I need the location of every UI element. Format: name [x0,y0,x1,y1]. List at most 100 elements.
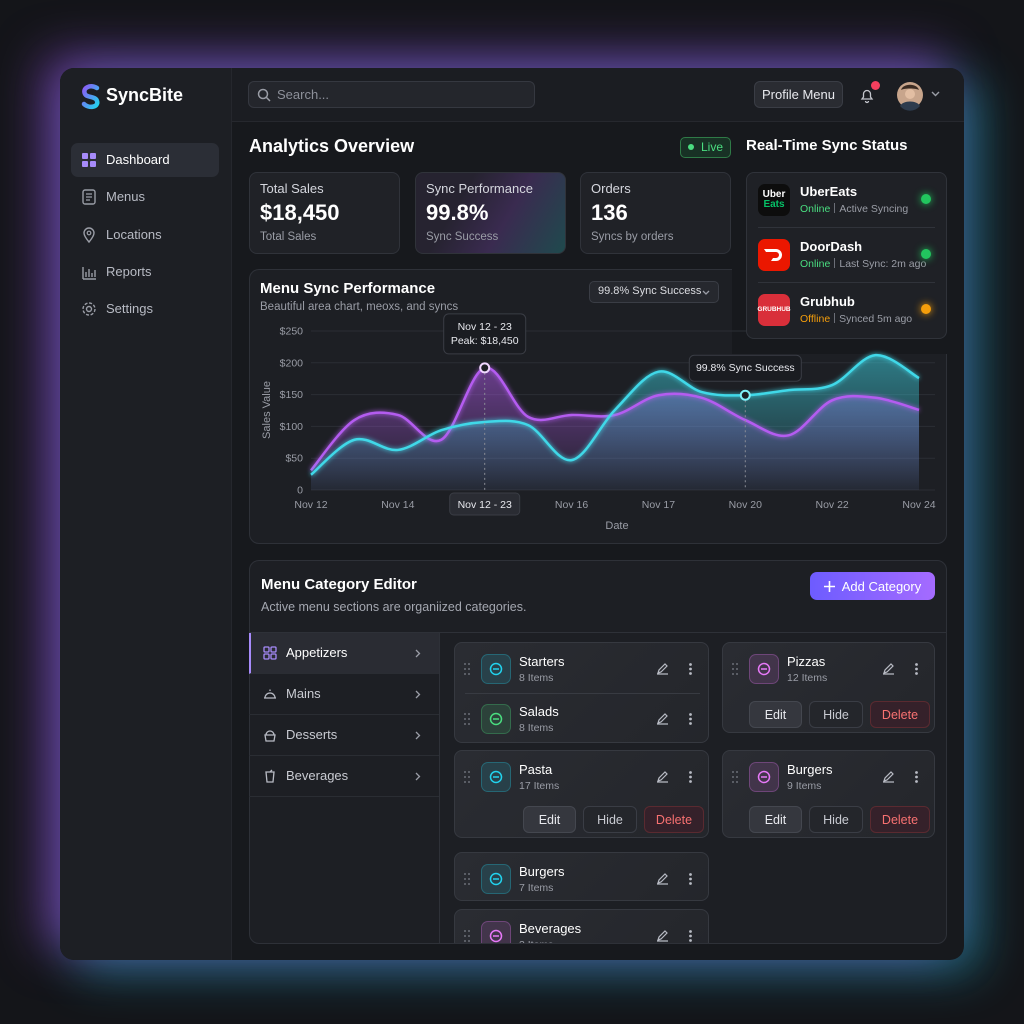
separator [834,313,836,323]
icon-part [732,668,734,670]
action-button[interactable]: Delete [870,701,930,728]
platform-status: Online Last Sync: 2m ago [800,258,926,271]
icon-part [657,873,668,885]
icon-part [689,934,692,938]
drag-handle [464,873,470,885]
icon-part [468,718,470,720]
item-icon [481,762,511,792]
drag-handle [464,663,470,675]
platform-status: Offline Synced 5m ago [800,313,912,326]
icon-part [915,663,918,675]
icon-part [702,290,710,295]
search-placeholder: Search... [277,87,330,103]
icon-part [736,776,738,778]
stat-sub: Total Sales [260,231,317,244]
stat-sub: Sync Success [426,231,499,244]
plus-icon [823,580,835,592]
icon-part [464,940,466,942]
stat-sub: Syncs by orders [591,231,674,244]
item-name: Pizzas [787,654,826,670]
platform-logo: GRUBHUB [757,294,791,326]
icon-part [270,653,277,660]
nav-icon [82,302,96,316]
category-card: Burgers 9 Items Edit Hide Delete [722,750,935,838]
action-button[interactable]: Edit [523,806,576,833]
icon-part [915,780,918,783]
status-detail: Synced 5m ago [839,313,913,325]
add-category-button[interactable]: Add Category [810,572,935,600]
action-label: Hide [597,812,623,827]
platform-name: DoorDash [800,239,863,255]
action-label: Edit [538,812,561,827]
section-icon [264,689,276,699]
section-item[interactable] [249,674,439,715]
item-glyph [489,872,503,886]
status-dot [921,304,931,314]
status-detail: Last Sync: 2m ago [839,258,927,270]
nav-label: Locations [106,227,162,243]
section-label: Appetizers [286,645,348,661]
edit-icon [657,873,668,885]
action-button[interactable]: Edit [749,806,802,833]
nav-label: Settings [106,301,153,317]
search-box[interactable] [248,81,535,108]
section-item[interactable] [249,756,439,797]
icon-part [265,96,271,102]
section-chevron [415,649,421,658]
icon-part [263,653,270,660]
separator [834,258,836,268]
icon-part [931,91,940,97]
more-icon [915,771,918,783]
live-pill [680,137,731,158]
more-icon [689,713,692,725]
icon-part [901,84,919,90]
icon-part [689,713,692,725]
icon-part [464,930,470,942]
section-list [249,633,440,943]
icon-part [689,939,692,942]
action-button[interactable]: Hide [583,806,637,833]
nav-icon [82,153,96,167]
section-icon [265,769,275,783]
section-item[interactable] [249,715,439,756]
item-glyph [489,770,503,784]
icon-part [468,883,470,885]
platform-logo: Uber Eats [758,184,790,216]
icon-part [464,723,466,725]
icon-part [883,771,894,783]
action-button[interactable]: Edit [749,701,802,728]
icon-part [657,930,668,942]
icon-part [263,646,270,653]
status-dot [921,194,931,204]
doordash-mark [764,249,782,261]
section-label: Desserts [286,727,338,743]
icon-part [689,882,692,885]
icon-part [757,770,771,784]
action-button[interactable]: Hide [809,701,863,728]
chart-filter[interactable] [589,281,719,303]
icon-part [265,769,275,783]
icon-part [736,668,738,670]
nav-item[interactable] [71,143,219,177]
stat-label: Sync Performance [426,181,533,197]
action-button[interactable]: Delete [644,806,704,833]
icon-part [90,161,96,167]
live-label: Live [701,139,724,154]
profile-menu-button[interactable]: Profile Menu [754,81,843,108]
add-category-label: Add Category [841,578,922,594]
icon-part [732,771,734,773]
status: Online [800,258,831,270]
status-detail: Active Syncing [839,203,909,215]
action-button[interactable]: Delete [870,806,930,833]
section-chevron [415,731,421,740]
filter-chevron [702,290,710,295]
action-button[interactable]: Hide [809,806,863,833]
icon-part [732,663,738,675]
chart-title: Menu Sync Performance [260,280,436,297]
stat-value: 99.8% [426,199,489,225]
category-card: Burgers 7 Items [454,852,709,901]
section-item[interactable] [249,633,439,674]
icon-part [689,930,692,933]
status: Online [800,203,831,215]
icon-part [689,771,692,774]
